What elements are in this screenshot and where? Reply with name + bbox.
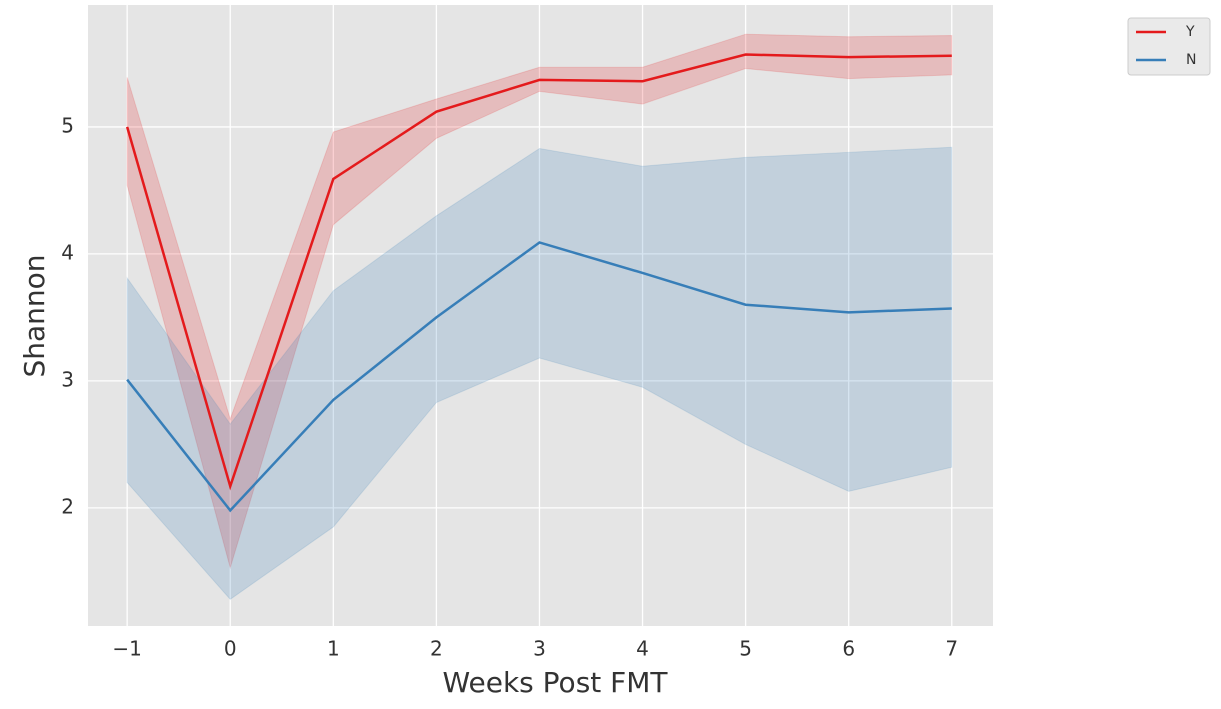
legend-label: Y — [1185, 24, 1195, 40]
x-tick-label: 5 — [739, 637, 752, 661]
marks — [125, 33, 953, 600]
x-tick-label: 2 — [430, 637, 443, 661]
y-tick-label: 2 — [61, 494, 74, 518]
x-tick-label: 0 — [224, 637, 237, 661]
series-line — [126, 241, 952, 513]
series-line — [125, 53, 952, 491]
x-tick-label: 6 — [842, 637, 855, 661]
y-tick-label: 5 — [61, 113, 74, 137]
x-axis-label: Weeks Post FMT — [442, 666, 668, 699]
confidence-band — [126, 33, 953, 570]
grid — [88, 5, 993, 626]
y-tick-label: 3 — [61, 367, 74, 391]
x-tick-label: −1 — [112, 637, 141, 661]
x-tick-label: 4 — [636, 637, 649, 661]
y-tick-label: 4 — [61, 240, 74, 264]
x-tick-label: 3 — [533, 637, 546, 661]
y-axis-label: Shannon — [18, 254, 51, 377]
x-tick-label: 1 — [327, 637, 340, 661]
legend-box — [1127, 17, 1211, 76]
legend-label: N — [1186, 52, 1196, 68]
confidence-band — [126, 146, 953, 600]
legend: YN — [1127, 17, 1211, 76]
x-tick-label: 7 — [945, 637, 958, 661]
plot-area — [88, 5, 993, 626]
